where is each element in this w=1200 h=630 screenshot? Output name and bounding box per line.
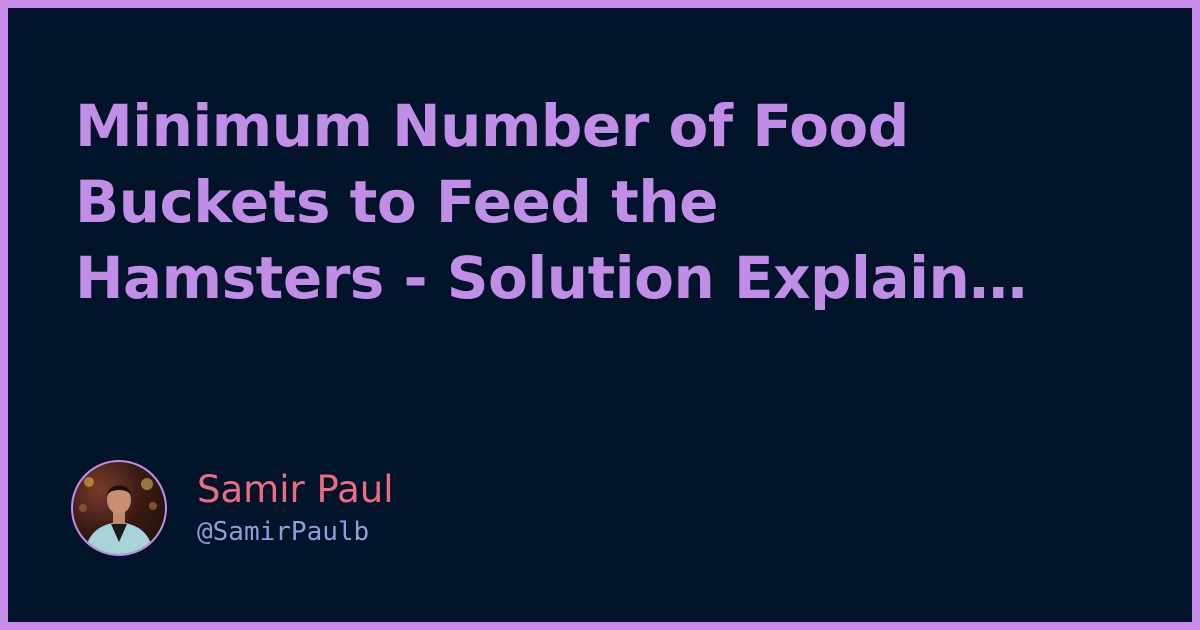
title-line-1: Minimum Number of Food xyxy=(75,92,909,160)
author-name: Samir Paul xyxy=(197,468,394,511)
author-block: Samir Paul @SamirPaulb xyxy=(71,458,394,558)
page-title: Minimum Number of Food Buckets to Feed t… xyxy=(75,88,1125,316)
author-handle: @SamirPaulb xyxy=(197,517,370,547)
avatar-photo-icon xyxy=(79,477,157,554)
title-line-2: Buckets to Feed the xyxy=(75,168,718,236)
title-line-3: Hamsters - Solution Explain… xyxy=(75,244,1027,312)
author-text: Samir Paul @SamirPaulb xyxy=(197,467,394,549)
og-card: Minimum Number of Food Buckets to Feed t… xyxy=(8,8,1192,622)
avatar xyxy=(71,460,167,556)
